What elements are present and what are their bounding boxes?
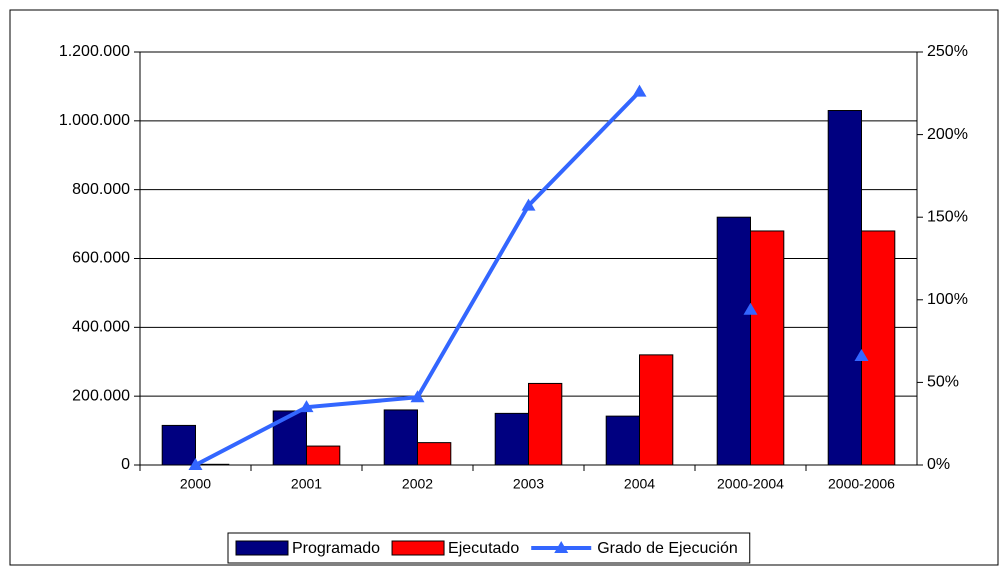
y2-tick-label: 100% <box>927 291 968 308</box>
x-tick-label: 2002 <box>402 476 433 492</box>
bar <box>861 230 896 466</box>
x-tick-label: 2000-2004 <box>717 476 784 492</box>
x-tick-label: 2004 <box>624 476 655 492</box>
legend-swatch <box>235 540 289 556</box>
bar <box>639 354 674 466</box>
bar <box>417 442 452 466</box>
line-marker <box>632 84 647 97</box>
legend-label: Grado de Ejecución <box>597 540 738 557</box>
bar <box>306 445 341 466</box>
legend-label: Programado <box>292 540 380 557</box>
bar <box>272 410 308 466</box>
x-tick-label: 2000 <box>180 476 211 492</box>
x-tick-label: 2003 <box>513 476 544 492</box>
bar <box>750 230 785 466</box>
bar <box>528 382 563 466</box>
bar <box>827 110 863 466</box>
y-tick-label: 600.000 <box>72 250 130 267</box>
legend-swatch <box>554 541 569 553</box>
line-marker <box>854 348 869 361</box>
y2-tick-label: 200% <box>927 126 968 143</box>
line-marker <box>743 302 758 315</box>
y2-tick-label: 250% <box>927 43 968 60</box>
y2-tick-label: 150% <box>927 208 968 225</box>
line-marker <box>521 198 536 211</box>
bar <box>161 424 196 466</box>
legend-swatch <box>391 540 445 556</box>
bar <box>494 412 530 466</box>
line-marker <box>188 458 203 470</box>
bar <box>716 216 752 466</box>
x-tick-label: 2001 <box>291 476 322 492</box>
legend-box <box>227 532 751 564</box>
line-marker <box>299 400 314 413</box>
y-tick-label: 1.000.000 <box>59 112 130 129</box>
y2-tick-label: 0% <box>927 456 950 473</box>
legend-label: Ejecutado <box>448 540 519 557</box>
y-tick-label: 200.000 <box>72 387 130 404</box>
bar <box>605 415 641 466</box>
y-tick-label: 400.000 <box>72 319 130 336</box>
line-marker <box>410 390 425 403</box>
y-tick-label: 1.200.000 <box>59 43 130 60</box>
bar <box>383 409 419 466</box>
y-tick-label: 0 <box>121 456 130 473</box>
y-tick-label: 800.000 <box>72 181 130 198</box>
y2-tick-label: 50% <box>927 374 959 391</box>
x-tick-label: 2000-2006 <box>828 476 895 492</box>
